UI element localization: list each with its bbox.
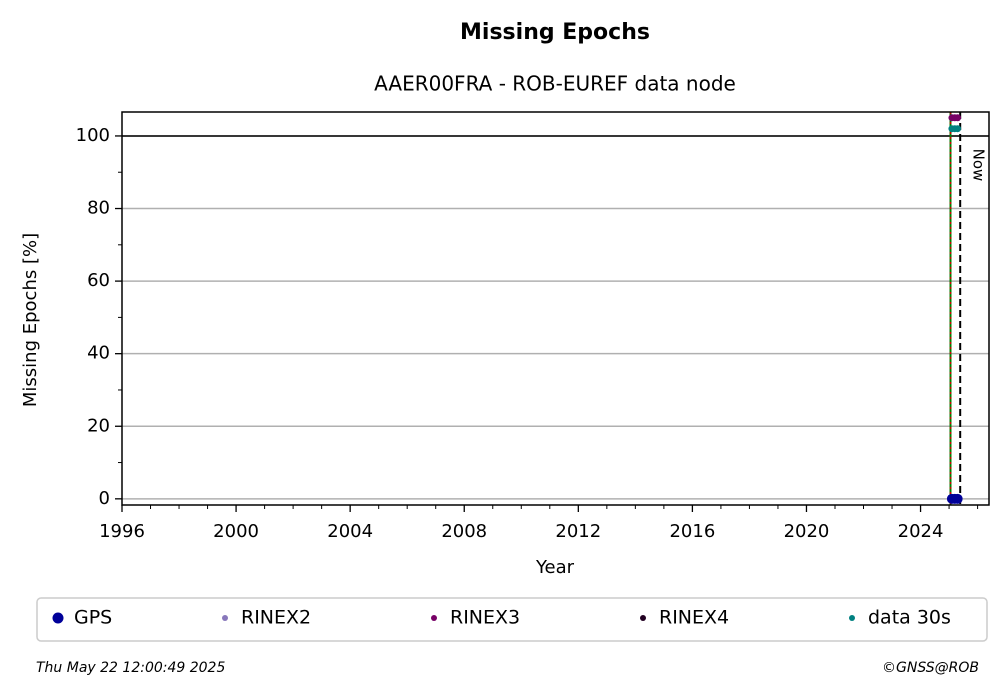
x-tick-label: 2016	[669, 521, 715, 542]
plot-frame	[121, 111, 990, 506]
legend-marker	[52, 612, 64, 624]
y-tick-label: 0	[99, 488, 110, 509]
legend-label: RINEX4	[659, 607, 729, 629]
x-axis-label: Year	[535, 557, 575, 578]
legend-marker	[849, 615, 855, 621]
footer-credit: ©GNSS@ROB	[882, 660, 979, 676]
y-tick-label: 80	[87, 198, 110, 219]
legend-label: RINEX2	[241, 607, 311, 629]
data-point	[954, 114, 962, 122]
chart-title: Missing Epochs	[460, 20, 650, 45]
y-tick-label: 40	[87, 343, 110, 364]
now-label: Now	[970, 149, 988, 182]
legend-label: GPS	[74, 607, 112, 629]
y-tick-label: 100	[76, 125, 110, 146]
legend-label: RINEX3	[450, 607, 520, 629]
x-tick-label: 2012	[555, 521, 601, 542]
y-tick-label: 60	[87, 270, 110, 291]
x-tick-label: 2000	[213, 521, 259, 542]
data-point	[952, 493, 963, 504]
legend-box	[36, 597, 988, 642]
legend-marker	[640, 615, 646, 621]
y-axis-label: Missing Epochs [%]	[20, 233, 41, 407]
footer-date: Thu May 22 12:00:49 2025	[36, 660, 225, 676]
x-tick-label: 2024	[898, 521, 944, 542]
x-tick-label: 2004	[327, 521, 373, 542]
y-tick-label: 20	[87, 415, 110, 436]
x-tick-label: 2008	[441, 521, 487, 542]
data-point	[954, 125, 962, 133]
chart-subtitle: AAER00FRA - ROB-EUREF data node	[374, 72, 736, 96]
legend-marker	[431, 615, 437, 621]
legend-marker	[222, 615, 228, 621]
x-tick-label: 1996	[99, 521, 145, 542]
x-tick-label: 2020	[784, 521, 830, 542]
legend-label: data 30s	[868, 607, 951, 629]
